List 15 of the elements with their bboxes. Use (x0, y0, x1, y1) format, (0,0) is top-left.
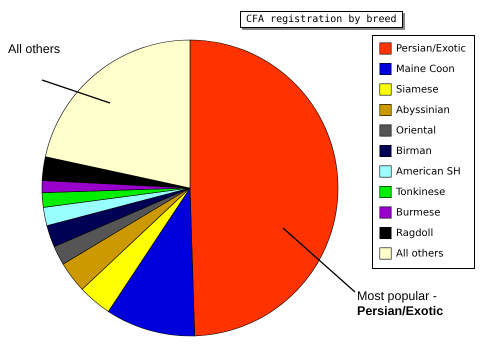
legend-label: Ragdoll (396, 228, 434, 239)
legend-label: Birman (396, 146, 432, 157)
chart-title: CFA registration by breed (240, 11, 403, 28)
text: Most popular - (357, 289, 437, 303)
legend-label: Oriental (396, 126, 436, 136)
text: Persian/Exotic (357, 304, 444, 318)
legend-label: Persian/Exotic (396, 44, 466, 54)
legend-label: Abyssinian (396, 105, 450, 116)
legend-label: Maine Coon (396, 64, 455, 75)
legend-label: Siamese (396, 84, 439, 96)
legend-label: American SH (396, 166, 461, 178)
legend-label: All others (396, 248, 444, 260)
legend-label: Tonkinese (395, 187, 446, 198)
text: All others (8, 42, 60, 56)
legend-label: Burmese (396, 208, 440, 218)
